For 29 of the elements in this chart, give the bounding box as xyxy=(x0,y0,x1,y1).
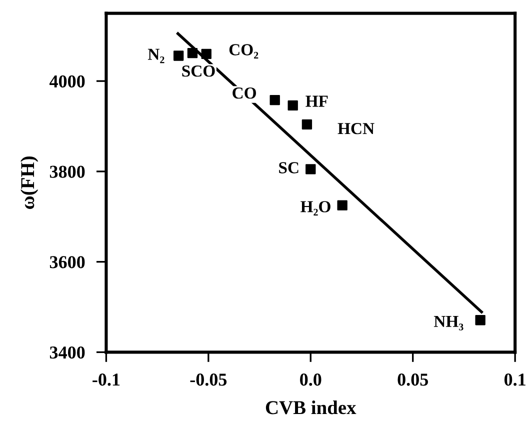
annotation: CO xyxy=(232,87,256,99)
annotation: NH₃ xyxy=(434,316,464,330)
point xyxy=(337,200,348,210)
point xyxy=(201,48,212,60)
x-tick-label: 0.1 xyxy=(504,374,526,386)
x-tick-label: 0.05 xyxy=(398,374,428,386)
y-tick-label: 3800 xyxy=(50,166,85,178)
y-tick-label: 3400 xyxy=(50,346,85,359)
point xyxy=(306,164,316,174)
annotation: HF xyxy=(306,96,328,107)
annotation: HCN xyxy=(338,122,374,134)
y-axis-title: ω(FH) xyxy=(20,156,38,210)
point xyxy=(302,119,312,130)
x-axis-title: CVB index xyxy=(266,400,356,414)
annotation: N₂ xyxy=(148,48,164,64)
annotation: H₂O xyxy=(300,201,330,216)
point xyxy=(288,100,298,111)
point xyxy=(270,94,280,106)
annotation: SCO xyxy=(182,65,215,77)
x-tick-label: 0.0 xyxy=(300,374,322,386)
point xyxy=(475,315,486,326)
annotation: SC xyxy=(279,162,298,174)
point xyxy=(173,50,184,61)
y-tick-label: 4000 xyxy=(50,75,85,88)
point xyxy=(187,48,198,58)
annotation: CO₂ xyxy=(229,44,258,59)
x-tick-label: -0.1 xyxy=(92,374,120,386)
y-tick-label: 3600 xyxy=(50,256,85,268)
x-tick-label: -0.05 xyxy=(190,374,227,386)
